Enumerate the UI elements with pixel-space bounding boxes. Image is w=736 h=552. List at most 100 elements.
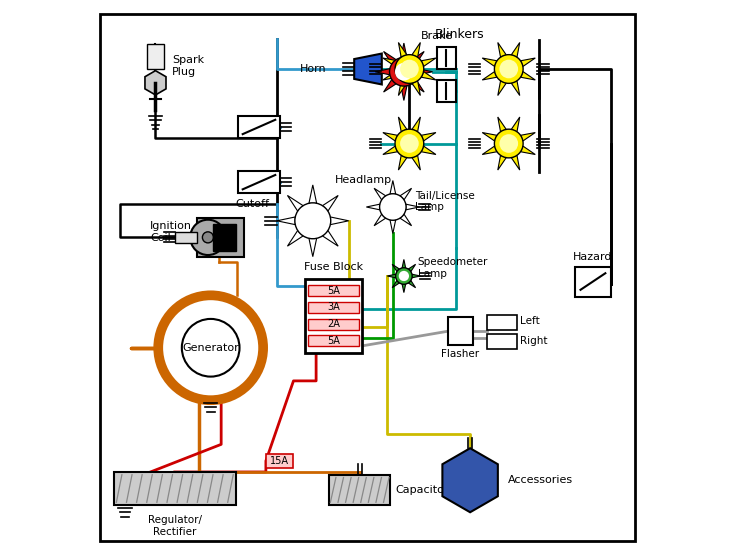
Text: Headlamp: Headlamp [335,175,392,185]
Circle shape [380,194,406,220]
Text: Fuse Block: Fuse Block [304,262,363,272]
FancyBboxPatch shape [147,44,163,69]
Polygon shape [421,132,436,141]
Polygon shape [520,146,535,155]
Text: Flasher: Flasher [441,349,479,359]
FancyBboxPatch shape [266,454,294,468]
Circle shape [385,199,401,215]
Polygon shape [383,79,396,92]
Circle shape [202,232,213,243]
Polygon shape [398,117,407,132]
Polygon shape [512,81,520,95]
Polygon shape [400,188,411,200]
Text: Regulator/
Rectifier: Regulator/ Rectifier [148,515,202,537]
Text: 3A: 3A [327,302,340,312]
Circle shape [495,129,523,158]
Polygon shape [383,132,397,141]
Polygon shape [383,146,397,155]
Polygon shape [512,43,520,57]
Text: Left: Left [520,316,539,326]
FancyBboxPatch shape [486,315,517,330]
Polygon shape [390,220,396,233]
Polygon shape [402,284,406,293]
FancyBboxPatch shape [197,218,244,257]
Polygon shape [330,217,349,225]
Circle shape [395,63,413,81]
Circle shape [295,203,330,238]
Text: Speedometer
Lamp: Speedometer Lamp [418,257,488,279]
FancyBboxPatch shape [330,475,390,505]
Text: Spark
Plug: Spark Plug [172,55,204,77]
Polygon shape [512,117,520,132]
Text: Tail/License
Lamp: Tail/License Lamp [415,190,475,213]
Polygon shape [401,86,407,100]
Circle shape [495,55,523,83]
Polygon shape [392,280,400,288]
Polygon shape [383,72,397,80]
Text: 5A: 5A [327,286,340,296]
Polygon shape [520,58,535,66]
FancyBboxPatch shape [114,472,236,505]
FancyBboxPatch shape [305,279,362,353]
Text: Accessories: Accessories [508,475,573,485]
Circle shape [500,60,518,78]
Polygon shape [412,274,420,278]
Polygon shape [277,217,295,225]
Polygon shape [288,231,303,246]
Polygon shape [412,117,420,132]
FancyBboxPatch shape [486,334,517,349]
Text: 15A: 15A [270,456,289,466]
Polygon shape [400,214,411,226]
Polygon shape [402,259,406,268]
Circle shape [158,295,263,400]
Circle shape [395,55,424,83]
FancyBboxPatch shape [213,224,236,251]
Polygon shape [145,71,166,95]
Polygon shape [398,43,407,57]
Polygon shape [375,68,390,75]
Polygon shape [387,274,396,278]
Polygon shape [354,54,382,84]
Polygon shape [412,43,420,57]
FancyBboxPatch shape [437,47,456,69]
Polygon shape [482,72,497,80]
Polygon shape [411,79,424,92]
Polygon shape [406,204,420,210]
Text: 2A: 2A [327,319,340,329]
Polygon shape [401,43,407,58]
FancyBboxPatch shape [175,232,197,243]
Polygon shape [421,146,436,155]
Text: Blinkers: Blinkers [434,28,484,41]
Polygon shape [482,146,497,155]
Polygon shape [322,231,338,246]
Polygon shape [309,185,316,203]
Polygon shape [498,117,506,132]
Polygon shape [398,81,407,95]
Polygon shape [412,155,420,170]
Polygon shape [498,155,506,170]
Polygon shape [322,195,338,211]
Polygon shape [398,155,407,170]
FancyBboxPatch shape [437,80,456,102]
Polygon shape [309,238,316,257]
Polygon shape [421,58,436,66]
Circle shape [396,268,412,284]
Polygon shape [482,58,497,66]
FancyBboxPatch shape [308,302,359,313]
Polygon shape [411,51,424,64]
Text: Right: Right [520,336,548,346]
Text: 5A: 5A [327,336,340,346]
Polygon shape [288,195,303,211]
Text: Horn: Horn [300,64,327,74]
Polygon shape [383,58,397,66]
Polygon shape [367,204,380,210]
Circle shape [302,210,324,232]
Circle shape [190,220,225,255]
Polygon shape [383,51,396,64]
Text: Generator: Generator [183,343,239,353]
FancyBboxPatch shape [448,317,473,345]
Circle shape [182,319,239,376]
Circle shape [400,60,419,78]
Polygon shape [408,264,416,272]
Circle shape [399,271,409,281]
